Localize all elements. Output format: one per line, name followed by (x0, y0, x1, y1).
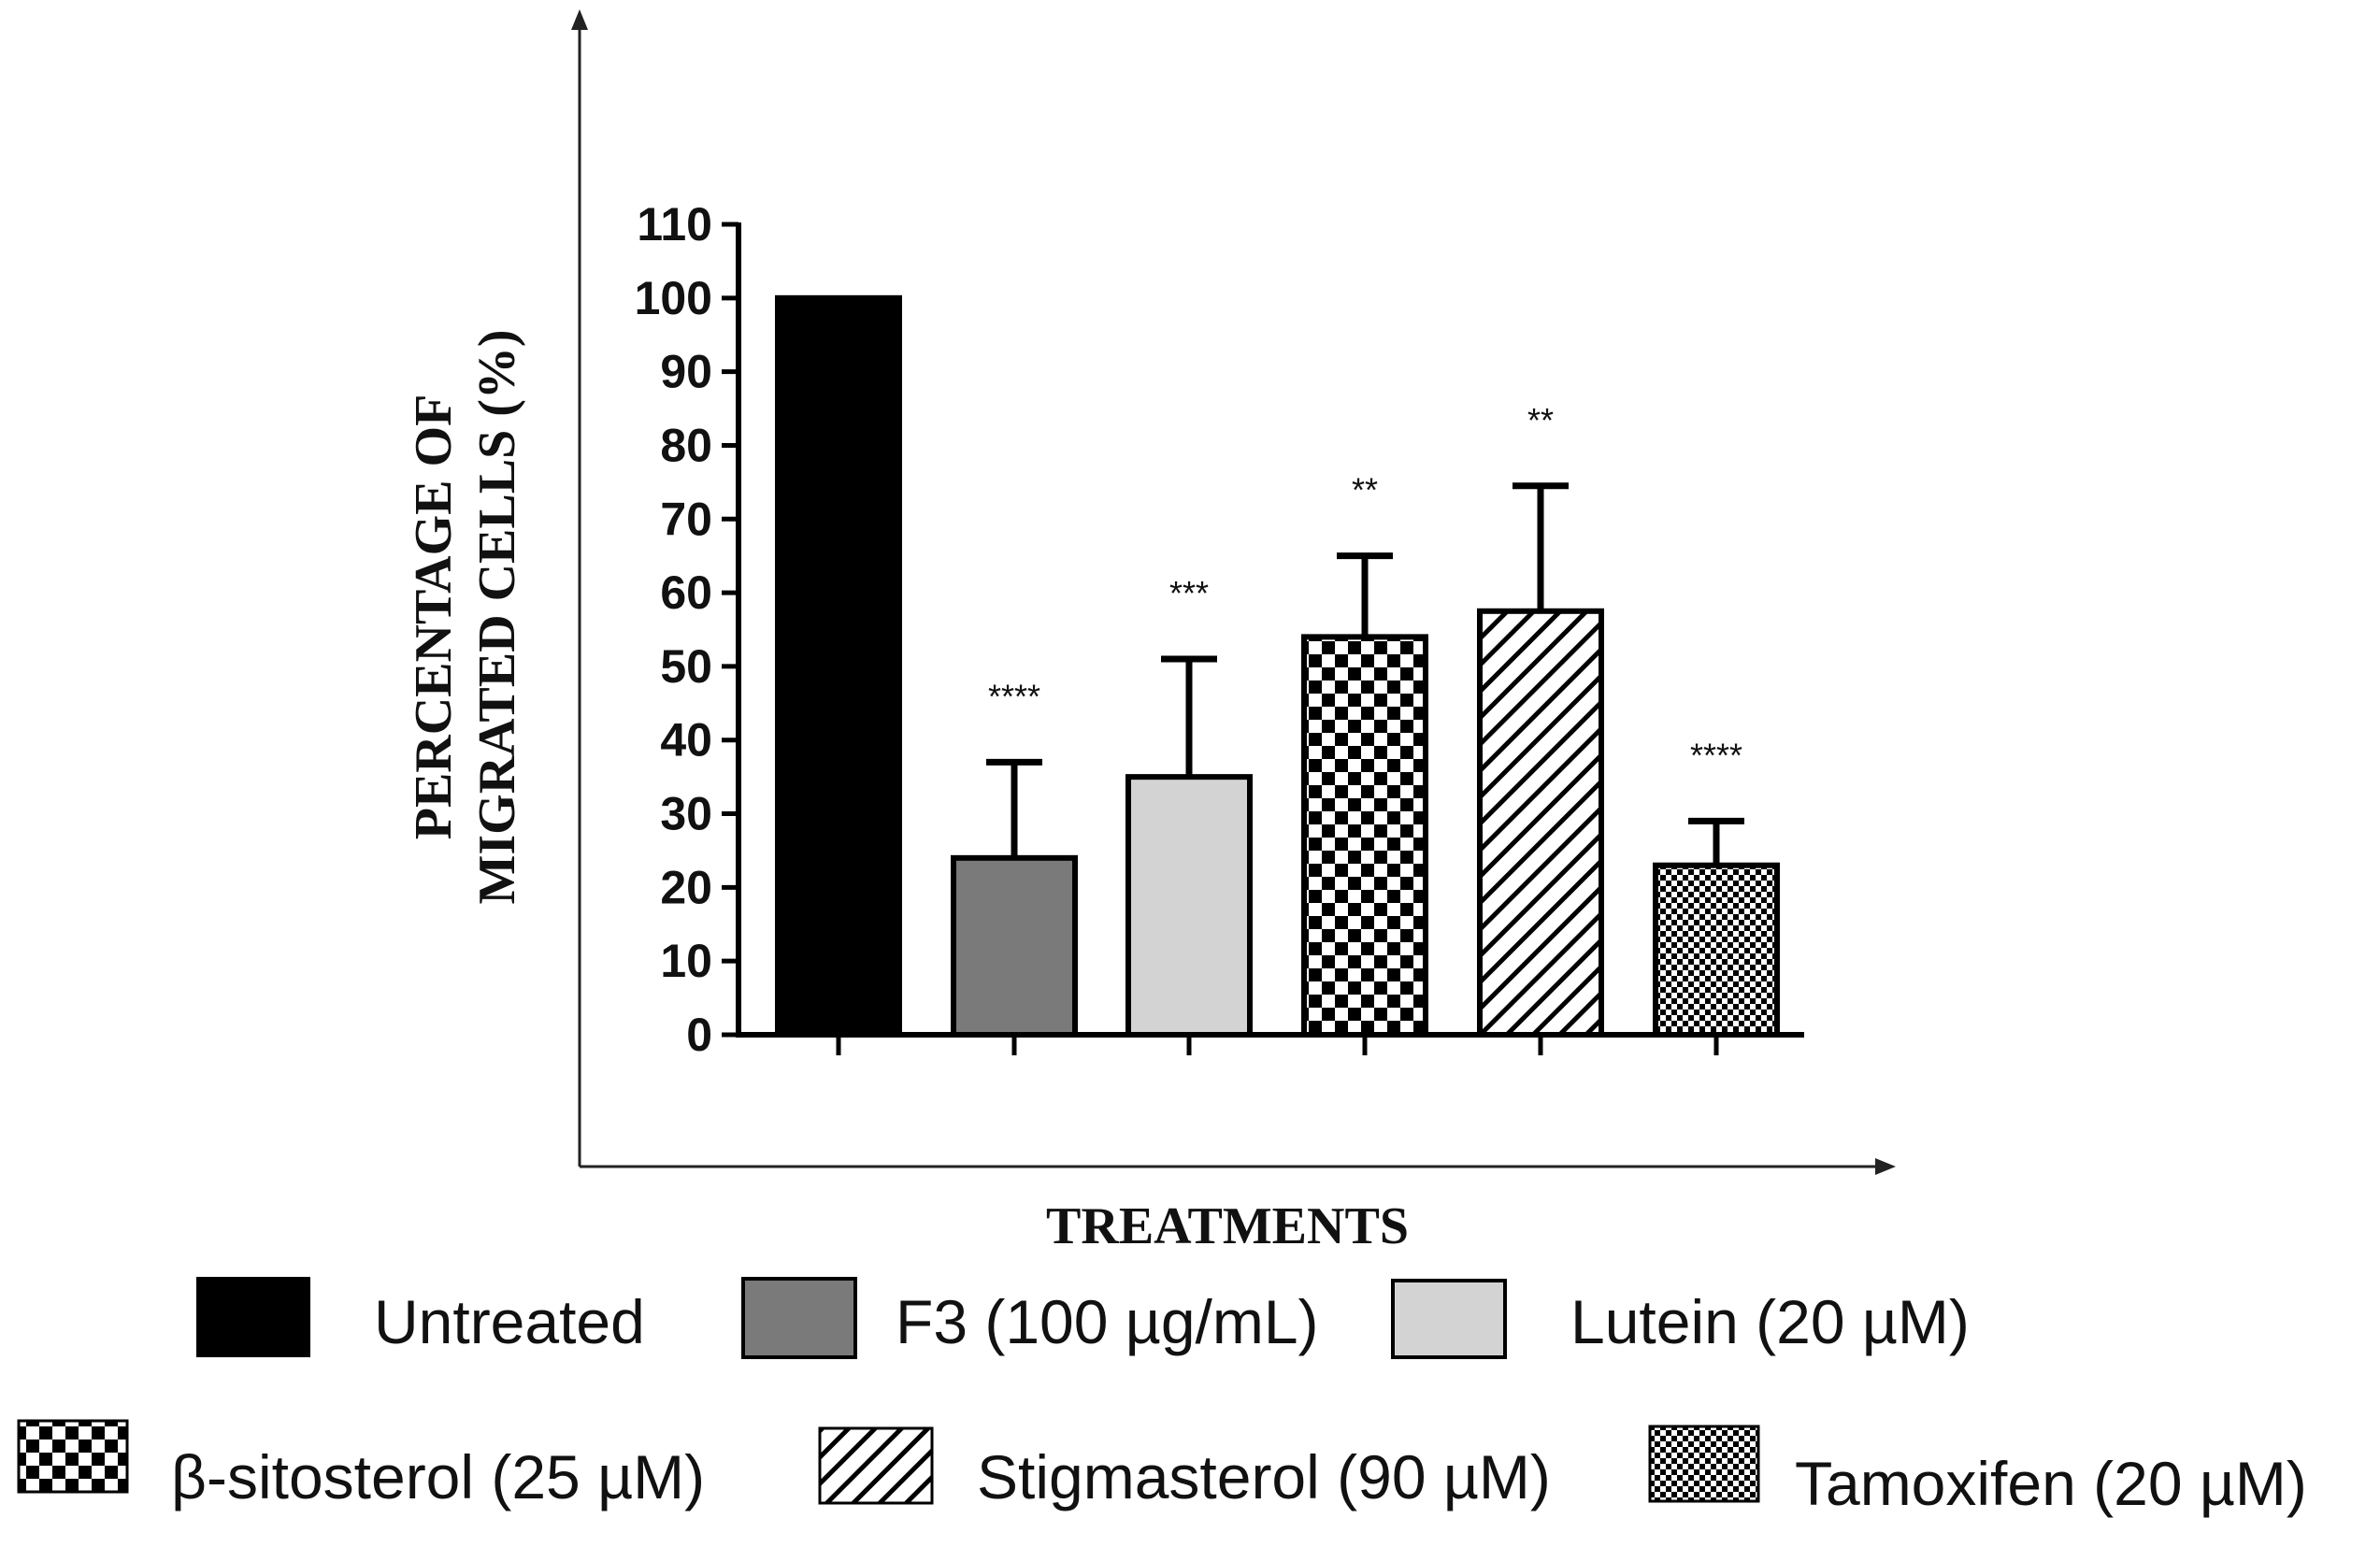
legend-swatch-untreated (196, 1277, 310, 1357)
significance-label: *** (1169, 574, 1209, 612)
y-tick-label: 30 (660, 788, 712, 840)
bar-5 (1653, 862, 1780, 1038)
legend-label-stigmasterol: Stigmasterol (90 µM) (977, 1442, 1551, 1511)
y-axis-title-line-2: MIGRATED CELLS (%) (468, 329, 526, 904)
error-bars (986, 482, 1744, 866)
y-tick-label: 80 (660, 419, 712, 471)
y-axis-title: PERCENTAGE OF MIGRATED CELLS (%) (405, 329, 526, 904)
y-tick-label: 20 (660, 861, 712, 913)
bar-3 (1301, 634, 1428, 1038)
plot-axes (736, 222, 1804, 1038)
significance-labels: *************** (988, 401, 1742, 775)
legend-swatch-tamoxifen (1648, 1425, 1760, 1503)
legend-swatch-f3 (741, 1277, 857, 1359)
y-axis-ticks: 0 10 20 30 40 50 60 70 80 90 100 110 (635, 198, 738, 1061)
x-axis-title: TREATMENTS (1046, 1197, 1409, 1255)
legend-swatch-stigmasterol (818, 1426, 934, 1505)
y-tick-label: 0 (686, 1009, 712, 1061)
legend: Untreated F3 (100 µg/mL) Lutein (20 µM) … (17, 1277, 2307, 1518)
bar-0 (775, 294, 902, 1038)
legend-label-beta-sitosterol: β-sitosterol (25 µM) (171, 1442, 705, 1511)
y-axis-title-line-1: PERCENTAGE OF (405, 394, 463, 840)
bar-4 (1477, 608, 1604, 1038)
x-axis-ticks (836, 1035, 1719, 1055)
legend-label-f3: F3 (100 µg/mL) (896, 1287, 1319, 1356)
legend-swatch-lutein (1391, 1279, 1507, 1359)
significance-label: **** (988, 677, 1040, 715)
significance-label: ** (1527, 401, 1554, 439)
significance-label: **** (1690, 736, 1742, 774)
bar-2 (1125, 774, 1253, 1038)
legend-swatch-beta-sitosterol (17, 1419, 129, 1494)
legend-label-untreated: Untreated (374, 1287, 645, 1356)
bars (775, 294, 1780, 1038)
legend-label-tamoxifen: Tamoxifen (20 µM) (1795, 1449, 2307, 1518)
bar-1 (951, 854, 1078, 1038)
legend-label-lutein: Lutein (20 µM) (1570, 1287, 1970, 1356)
y-tick-label: 10 (660, 935, 712, 987)
outer-axes (571, 9, 1896, 1175)
significance-label: ** (1352, 471, 1378, 509)
y-tick-label: 40 (660, 714, 712, 766)
y-tick-label: 100 (635, 272, 712, 324)
y-tick-label: 70 (660, 493, 712, 545)
y-tick-label: 110 (637, 198, 712, 251)
y-tick-label: 60 (660, 566, 712, 619)
y-tick-label: 90 (660, 346, 712, 398)
y-tick-label: 50 (660, 640, 712, 693)
